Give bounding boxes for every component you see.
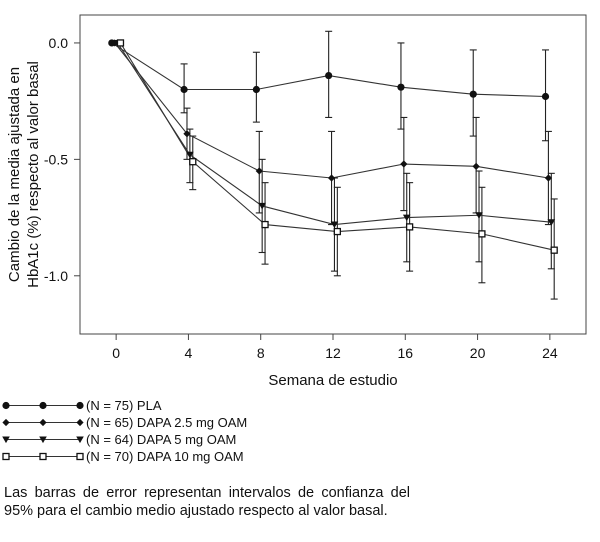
data-point-triangle-down [258,202,266,210]
legend-label: (N = 75) PLA [86,398,162,413]
legend-marker [39,452,47,461]
legend-marker [76,452,84,461]
legend-marker [39,436,47,444]
data-point-triangle-down [330,221,339,229]
data-point-circle [180,85,188,94]
series-lines [111,42,555,251]
x-tick-label: 4 [185,345,193,361]
chart: 0 4 8 12 16 20 24 0.0 -0.5 -1.0 Semana de estudi… [6,14,587,389]
legend-item-pla: (N = 75) PLA [0,397,300,414]
y-axis-title-line-1: Cambio de la media ajustada en [6,67,23,282]
legend-marker [2,436,10,444]
y-tick-label: -1.0 [44,268,68,284]
data-point-triangle-down [475,212,483,219]
data-point-square-open [405,223,414,231]
x-tick-label: 8 [257,345,265,361]
data-point-circle [397,83,405,91]
x-tick-label: 12 [325,345,341,361]
data-point-circle [325,71,333,80]
data-point-diamond [183,130,191,138]
data-point-square-open [333,227,341,236]
data-point-square-open [189,158,197,166]
legend-marker [2,418,10,427]
legend-symbol-triangle [2,436,84,444]
x-tick-label: 20 [470,345,486,361]
x-axis-title: Semana de estudio [268,372,397,389]
data-point-diamond [327,174,336,182]
data-point-diamond [255,167,263,175]
data-point-square-open [550,246,558,254]
legend-item-dapa-5: (N = 64) DAPA 5 mg OAM [0,431,300,448]
legend-label: (N = 70) DAPA 10 mg OAM [86,449,244,464]
data-point-triangle-down [402,214,411,222]
data-point-square-open [116,39,125,47]
data-point-circle [541,92,550,101]
legend-marker [2,401,10,410]
legend: (N = 75) PLA (N = 65) DAPA 2.5 mg OAM (N… [0,397,300,465]
x-tick-label: 0 [112,345,120,361]
legend-symbol-square [2,452,84,461]
y-tick-label: -0.5 [44,151,68,167]
x-axis: 0 4 8 12 16 20 24 [112,334,558,361]
data-point-diamond [472,162,480,170]
legend-marker [76,401,84,410]
x-tick-label: 16 [397,345,413,361]
data-point-diamond [544,174,553,182]
legend-marker [76,436,84,444]
legend-label: (N = 64) DAPA 5 mg OAM [86,432,237,447]
plot-frame [79,14,587,335]
data-point-diamond [111,39,119,47]
legend-symbol-circle [2,401,84,410]
y-axis: 0.0 -0.5 -1.0 [44,35,80,284]
y-tick-label: 0.0 [49,35,69,51]
data-point-circle [469,90,477,98]
legend-item-dapa-10: (N = 70) DAPA 10 mg OAM [0,448,300,465]
x-tick-label: 24 [542,345,558,361]
y-axis-title-line-2: HbA1c (%) respecto al valor basal [25,61,42,288]
footnote: Las barras de error representan interval… [4,485,410,519]
error-bars [180,30,558,300]
series-markers [108,39,558,254]
legend-marker [2,452,10,461]
data-point-circle [252,85,260,94]
data-point-square-open [261,220,269,229]
data-point-triangle-down [547,219,556,226]
data-point-diamond [400,160,408,168]
data-point-square-open [478,230,486,238]
data-point-triangle-down [186,151,194,159]
legend-label: (N = 65) DAPA 2.5 mg OAM [86,415,248,430]
legend-item-dapa-2-5: (N = 65) DAPA 2.5 mg OAM [0,414,300,431]
legend-marker [39,418,47,427]
legend-marker [76,418,84,427]
legend-marker [39,401,47,410]
legend-symbol-diamond [2,418,84,427]
